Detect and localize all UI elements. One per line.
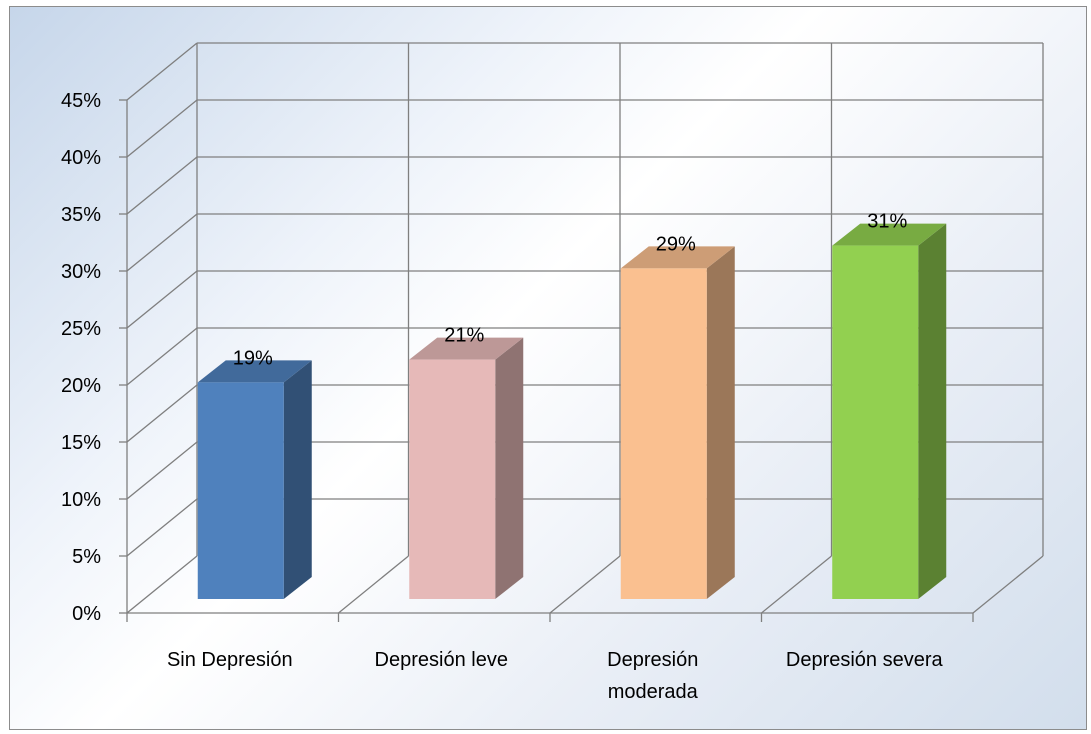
y-tick-label: 10% [61,489,101,511]
side-gridline [126,156,198,215]
side-gridline [126,327,198,386]
bar-top [620,246,735,269]
floor-gridline [761,555,832,614]
bar-top [197,360,312,383]
bar-side [706,246,735,599]
y-tick-label: 30% [61,261,101,283]
axes [119,99,974,622]
bar-side [283,360,312,599]
bar [832,223,947,599]
floor-gridline [549,555,621,614]
y-tick-label: 15% [61,432,101,454]
bar-front [832,245,919,599]
labels: 0% 5% 10% 15% 20% 25% 30% 35% 40% 45% 19% Sin Depre… [61,90,944,703]
y-tick-label: 20% [61,375,101,397]
floor-gridline [972,555,1044,614]
bar-top [832,223,947,246]
y-tick-label: 45% [61,90,101,112]
data-label: 31% [867,211,907,233]
bar-side [495,337,524,599]
x-tick-label: Sin Depresión [167,649,293,671]
bar [409,337,524,599]
x-tick-label: Depresión severa [786,649,944,671]
y-tick-label: 35% [61,204,101,226]
side-gridline [126,99,198,158]
side-gridline [126,270,198,329]
side-gridline [126,213,198,272]
bar-top [409,337,524,360]
bar-front [197,382,284,599]
bar-front [409,359,496,599]
floor-gridline [338,555,409,614]
side-gridline [126,42,198,101]
side-gridline [126,555,198,614]
side-gridline [126,441,198,500]
bar-side [918,223,947,599]
bar [197,360,312,599]
data-label: 29% [656,233,696,255]
y-tick-label: 40% [61,147,101,169]
x-tick-label: moderada [608,681,699,703]
y-tick-label: 25% [61,318,101,340]
bars [197,223,947,599]
y-tick-label: 5% [72,546,101,568]
data-label: 21% [444,325,484,347]
x-tick-label: Depresión [607,649,698,671]
bar-front [620,268,707,599]
bar [620,246,735,599]
y-tick-label: 0% [72,603,101,625]
side-gridline [126,384,198,443]
x-tick-label: Depresión leve [375,649,508,671]
data-label: 19% [233,347,273,369]
side-gridline [126,498,198,557]
